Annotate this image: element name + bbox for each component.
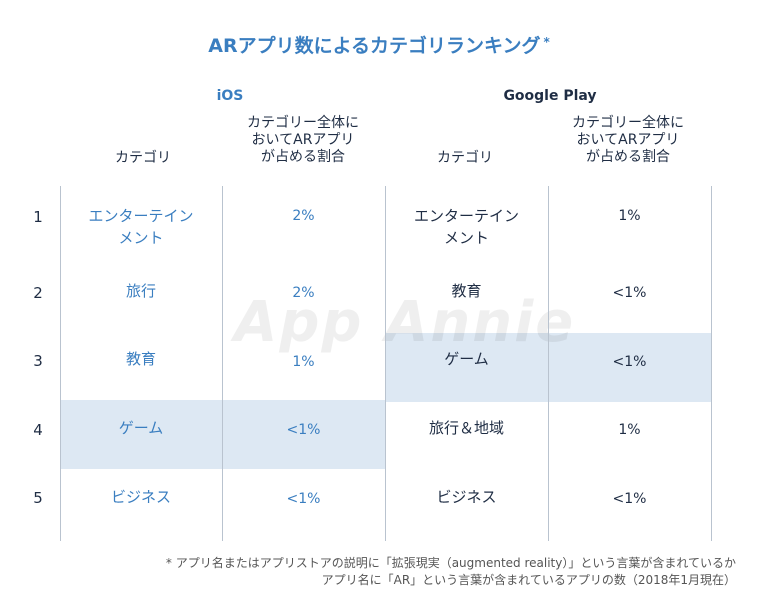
gp-category-1: エンターテイン メント — [413, 207, 519, 247]
gp-category-header: カテゴリ — [437, 150, 493, 166]
ios-share-4: <1% — [286, 422, 321, 438]
ios-share-2: 2% — [292, 285, 315, 301]
ios-share-5: <1% — [286, 491, 321, 507]
gp-category-2: 教育 — [451, 282, 482, 300]
ios-share-1: 2% — [292, 208, 315, 224]
store-google-play-label: Google Play — [503, 88, 597, 104]
ios-category-4: ゲーム — [118, 419, 164, 437]
gp-category-5: ビジネス — [436, 488, 497, 506]
gp-share-4: 1% — [618, 422, 641, 438]
ios-category-2: 旅行 — [125, 282, 156, 300]
ios-category-header: カテゴリ — [115, 150, 171, 166]
gp-share-5: <1% — [612, 491, 647, 507]
ios-category-1: エンターテイン メント — [88, 207, 194, 247]
rank-3: 3 — [33, 352, 43, 370]
gp-share-header: カテゴリー全体に おいてARアプリ が占める割合 — [572, 115, 684, 165]
chart-title: ARアプリ数によるカテゴリランキング * — [208, 35, 550, 57]
grid-line — [711, 186, 712, 541]
rank-1: 1 — [33, 208, 43, 226]
gp-share-1: 1% — [618, 208, 641, 224]
grid-line — [60, 186, 61, 541]
title-asterisk: * — [543, 35, 550, 49]
grid-line — [385, 186, 386, 541]
gp-share-3: <1% — [612, 354, 647, 370]
rank-4: 4 — [33, 421, 43, 439]
gp-category-3: ゲーム — [444, 350, 489, 368]
ios-category-5: ビジネス — [110, 488, 171, 506]
footnote-line-1: * アプリ名またはアプリストアの説明に「拡張現実（augmented reali… — [165, 556, 736, 570]
gp-category-4: 旅行＆地域 — [428, 419, 504, 437]
grid-line — [222, 186, 223, 541]
gp-share-2: <1% — [612, 285, 647, 301]
watermark: App Annie — [234, 290, 576, 355]
rank-5: 5 — [33, 489, 43, 507]
footnote-line-2: アプリ名に「AR」という言葉が含まれているアプリの数（2018年1月現在） — [321, 573, 736, 587]
ios-share-3: 1% — [292, 354, 315, 370]
grid-line — [548, 186, 549, 541]
store-ios-label: iOS — [216, 88, 244, 104]
rank-2: 2 — [33, 284, 43, 302]
ios-share-header: カテゴリー全体に おいてARアプリ が占める割合 — [247, 115, 359, 165]
ios-category-3: 教育 — [125, 350, 156, 368]
